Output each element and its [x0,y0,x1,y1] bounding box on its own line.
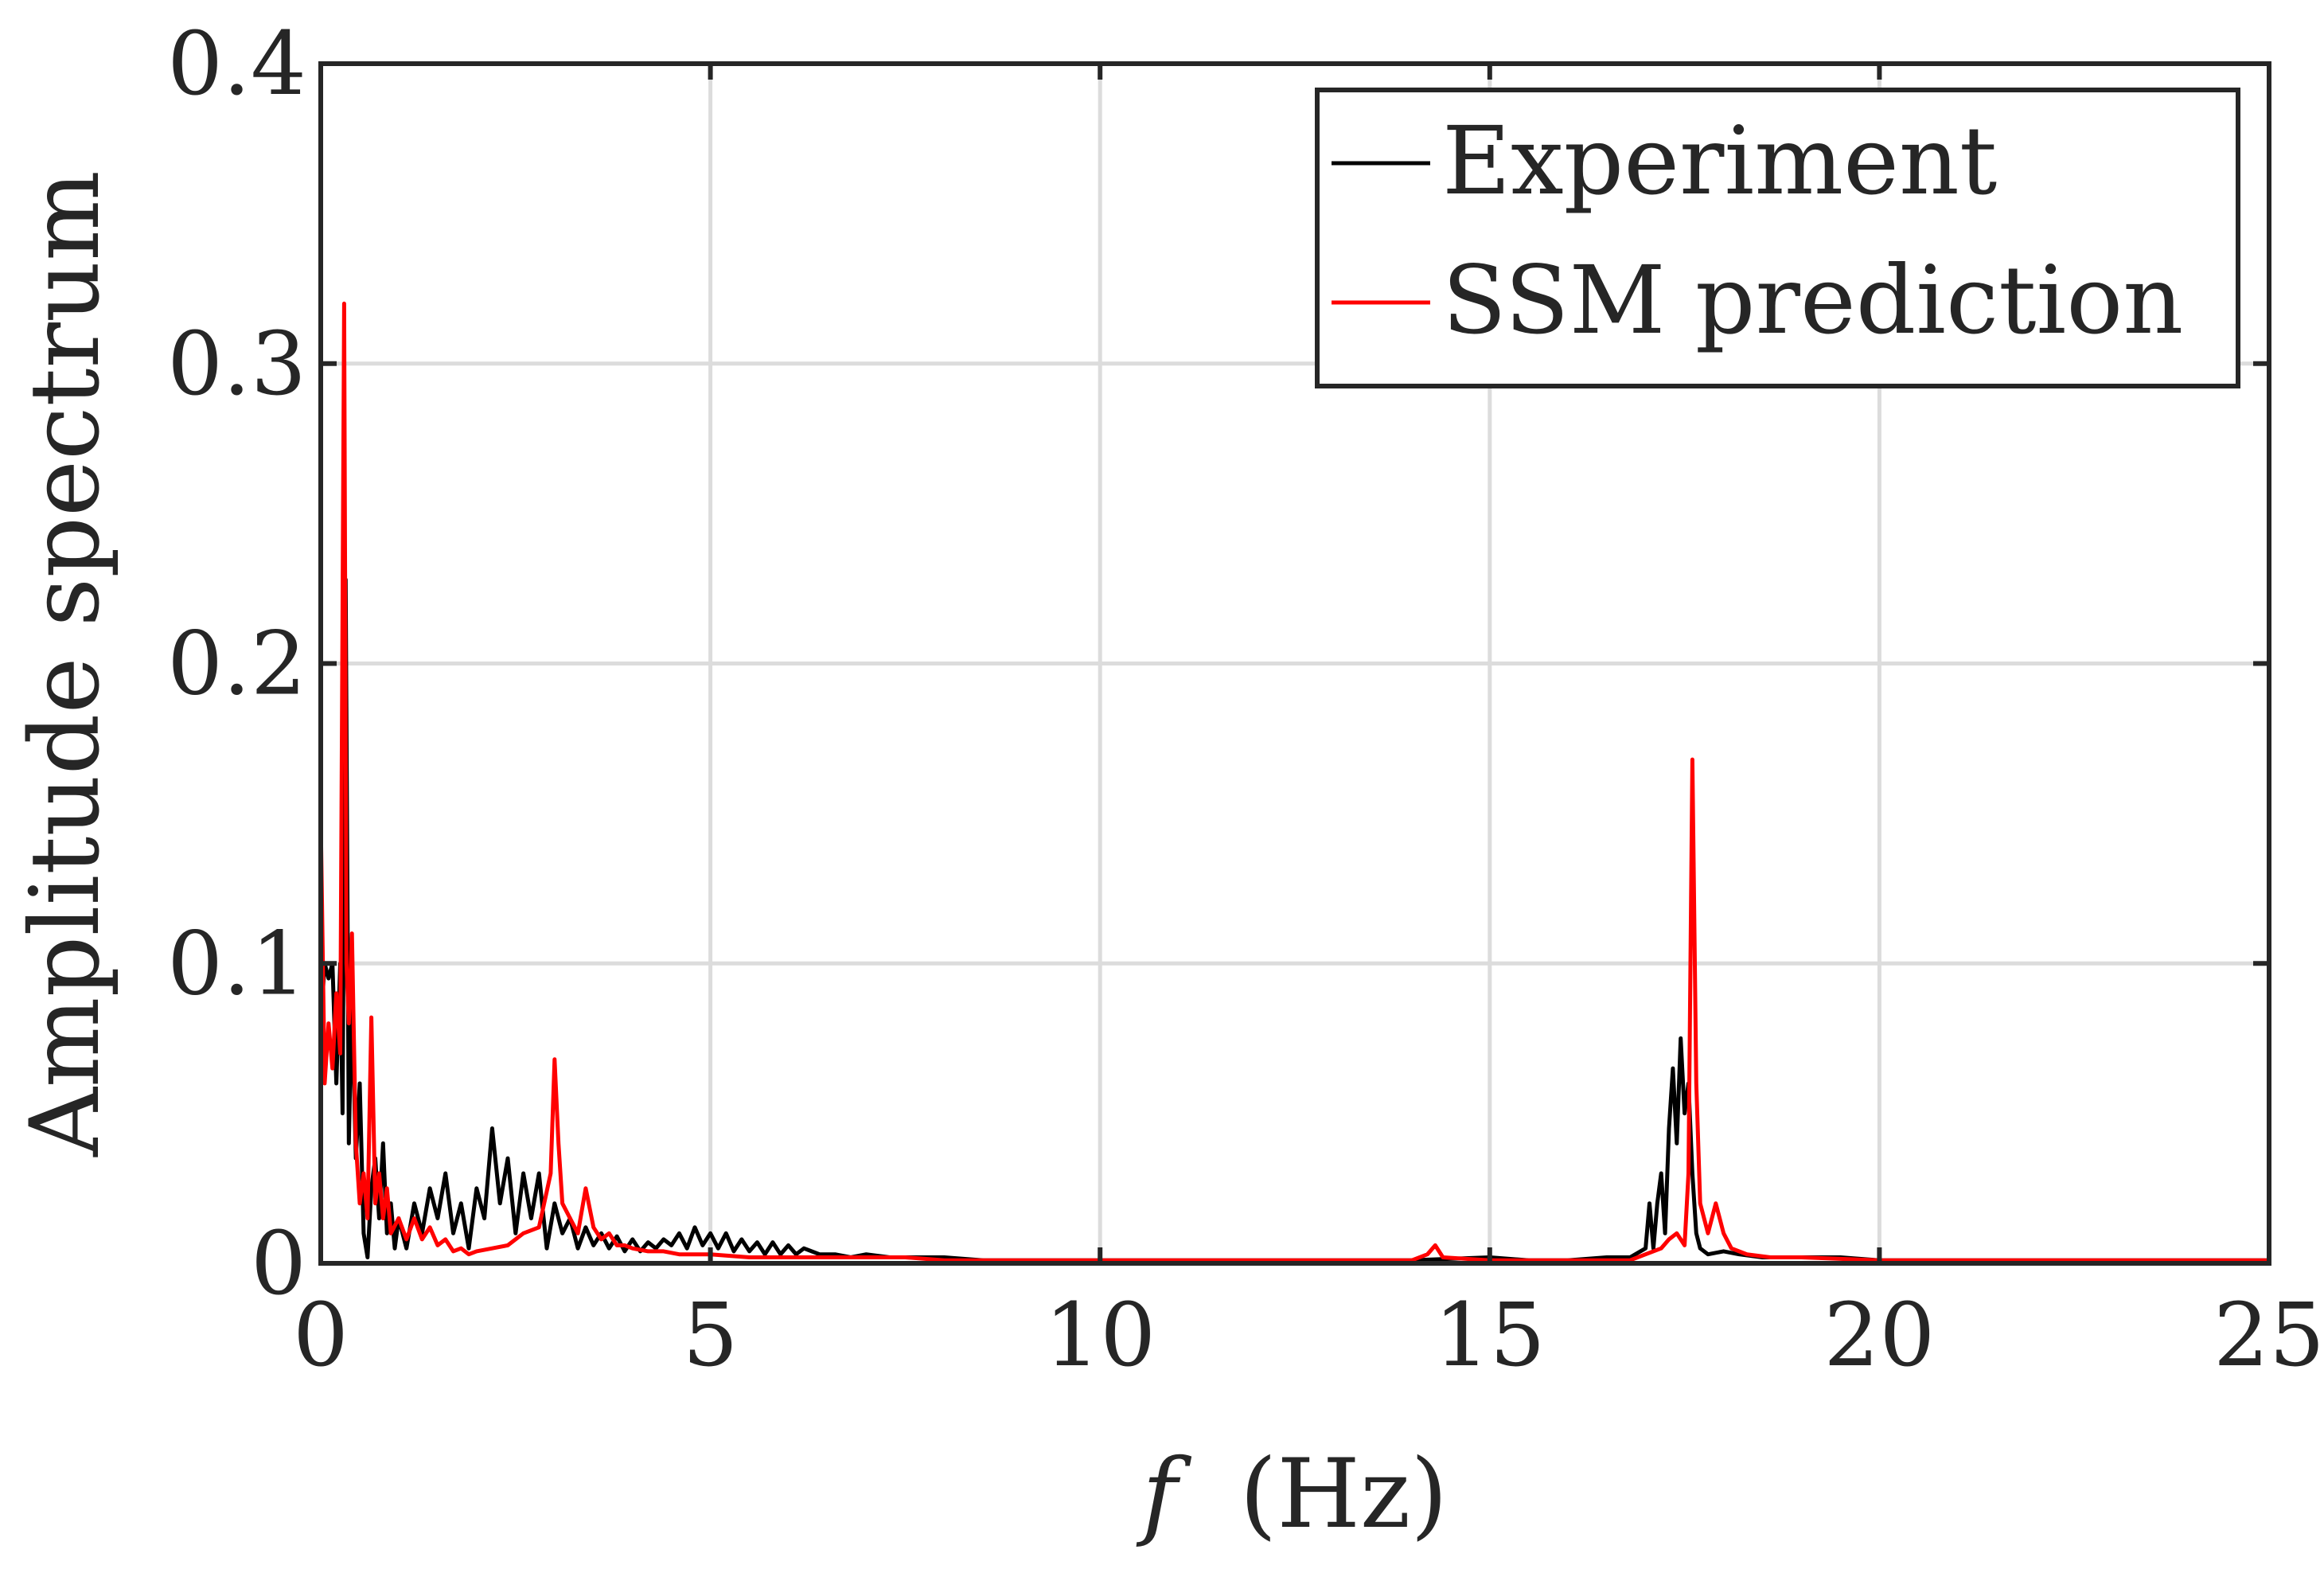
legend-label-experiment: Experiment [1442,106,1997,216]
series-line-experiment [318,577,2269,1263]
series-line-ssm-prediction [318,301,2269,1263]
y-tick-label: 0.1 [167,912,306,1014]
legend-box [1315,88,2240,388]
x-tick-label: 10 [1044,1284,1156,1386]
y-tick-label: 0 [251,1212,306,1314]
x-axis-variable: f [1136,1439,1192,1550]
x-axis-label: f (Hz) [1136,1439,1448,1550]
legend-label-ssm-prediction: SSM prediction [1442,245,2183,355]
y-tick-label: 0.4 [167,13,306,115]
axis-ticks: 0 5 10 15 20 25 0 0.1 0.2 0.3 0.4 [167,13,2324,1386]
x-tick-label: 20 [1823,1284,1935,1386]
x-tick-label: 5 [683,1284,739,1386]
y-axis-label: Amplitude spectrum [10,170,121,1157]
x-tick-label: 0 [293,1284,349,1386]
series-layer [318,301,2269,1263]
legend: Experiment SSM prediction [1315,88,2240,388]
x-axis-units: (Hz) [1240,1439,1449,1550]
y-tick-label: 0.2 [167,613,306,715]
y-tick-label: 0.3 [167,313,306,415]
x-tick-label: 15 [1434,1284,1546,1386]
x-tick-label: 25 [2213,1284,2324,1386]
